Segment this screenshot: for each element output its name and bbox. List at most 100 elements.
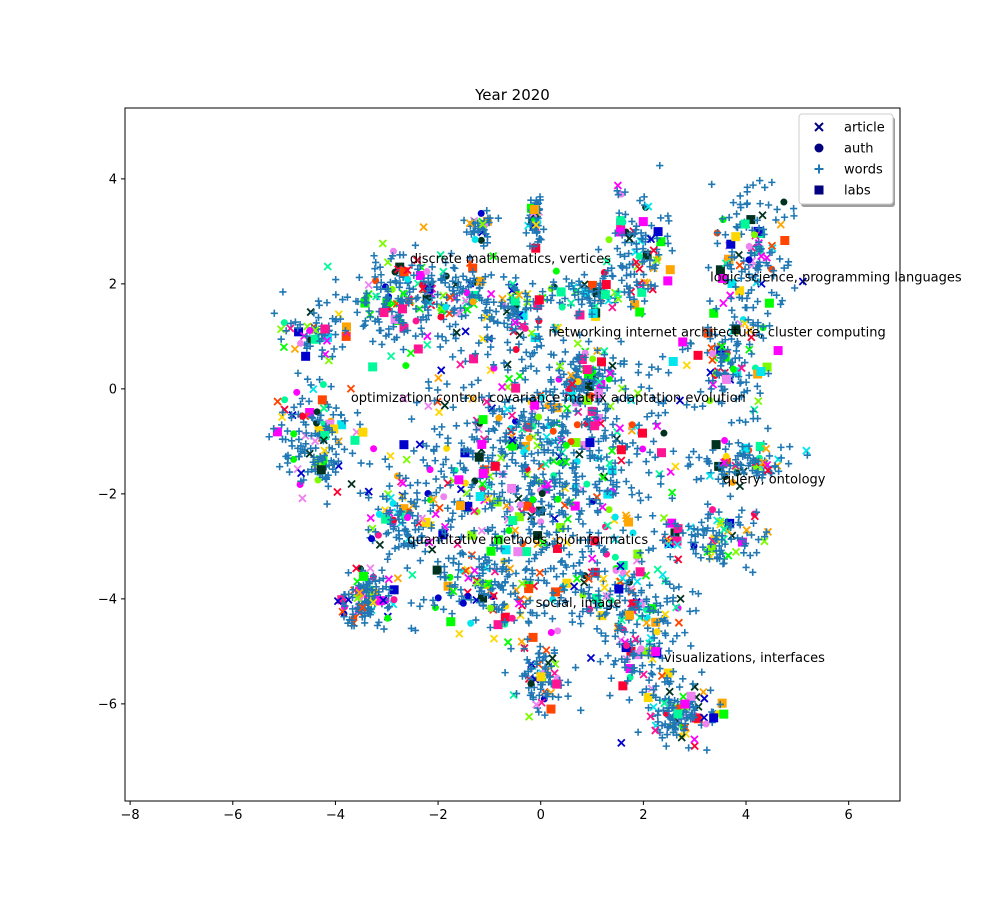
article-point: [378, 239, 387, 248]
word-point: [411, 241, 419, 249]
word-point: [746, 249, 755, 257]
article-point: [440, 401, 449, 410]
word-point: [711, 535, 719, 543]
word-point: [705, 555, 714, 563]
word-point: [652, 593, 660, 601]
word-point: [698, 668, 706, 676]
word-point: [378, 340, 386, 349]
word-point: [692, 476, 701, 484]
word-point: [490, 407, 498, 415]
article-point: [477, 526, 486, 535]
word-point: [526, 608, 535, 617]
word-point: [518, 672, 527, 680]
word-point: [324, 482, 332, 490]
word-point: [610, 533, 618, 541]
auth-point: [722, 452, 730, 460]
auth-point: [706, 397, 714, 405]
word-point: [685, 744, 693, 752]
word-point: [629, 652, 637, 660]
article-point: [690, 741, 699, 751]
word-point: [547, 564, 555, 573]
word-point: [535, 479, 543, 488]
word-point: [675, 583, 683, 591]
word-point: [524, 617, 533, 625]
word-point: [335, 440, 343, 448]
word-point: [708, 180, 716, 188]
lab-point: [780, 235, 790, 245]
lab-point: [693, 350, 703, 360]
word-point: [638, 688, 646, 696]
lab-point: [533, 531, 543, 541]
word-point: [487, 343, 495, 351]
word-point: [636, 549, 644, 557]
word-point: [662, 742, 670, 750]
lab-point: [399, 504, 409, 514]
lab-point: [529, 205, 539, 215]
article-point: [653, 565, 662, 574]
legend-article-marker: [814, 122, 824, 132]
lab-point: [337, 595, 347, 605]
word-point: [535, 654, 543, 662]
word-point: [682, 708, 690, 716]
word-point: [727, 335, 736, 343]
lab-point: [518, 310, 528, 320]
word-point: [552, 436, 560, 444]
word-point: [624, 587, 633, 595]
word-point: [657, 472, 665, 480]
word-point: [749, 319, 757, 327]
word-point: [654, 718, 662, 726]
word-point: [306, 342, 314, 350]
article-point: [478, 220, 487, 229]
legend-auth-marker: [814, 143, 824, 153]
article-point: [602, 591, 611, 601]
lab-point: [477, 439, 487, 449]
word-point: [762, 528, 771, 536]
word-point: [361, 619, 369, 627]
word-point: [527, 304, 535, 312]
word-point: [616, 640, 624, 648]
article-point: [615, 424, 625, 433]
word-point: [548, 406, 556, 414]
word-point: [633, 278, 641, 286]
word-point: [664, 619, 672, 627]
word-point: [340, 591, 348, 599]
word-point: [422, 479, 430, 487]
word-point: [679, 345, 687, 354]
word-point: [485, 392, 493, 400]
word-point: [642, 457, 650, 466]
word-point: [492, 469, 500, 478]
article-point: [482, 313, 491, 322]
word-point: [734, 439, 742, 447]
word-point: [376, 263, 384, 271]
lab-point: [577, 355, 587, 365]
word-point: [459, 550, 467, 558]
lab-point: [732, 367, 742, 377]
auth-point: [446, 573, 454, 581]
word-point: [366, 313, 374, 321]
word-point: [704, 323, 712, 332]
word-point: [592, 496, 600, 504]
article-point: [742, 525, 751, 535]
word-point: [419, 456, 427, 464]
article-point: [527, 328, 536, 338]
word-point: [550, 323, 558, 331]
word-point: [526, 596, 534, 605]
word-point: [640, 193, 648, 201]
legend-label: labs: [844, 184, 871, 199]
article-point: [716, 517, 725, 526]
lab-point: [467, 530, 477, 540]
word-point: [520, 645, 528, 653]
word-point: [550, 397, 558, 405]
word-point: [422, 299, 430, 307]
word-point: [576, 536, 584, 544]
word-point: [740, 549, 748, 557]
lab-point: [397, 304, 407, 314]
word-point: [400, 539, 408, 548]
article-point: [296, 469, 306, 478]
word-point: [644, 285, 652, 293]
word-point: [448, 515, 456, 524]
auth-point: [402, 362, 410, 370]
word-point: [579, 290, 588, 298]
chart-title: Year 2020: [474, 86, 550, 104]
word-point: [771, 462, 779, 470]
